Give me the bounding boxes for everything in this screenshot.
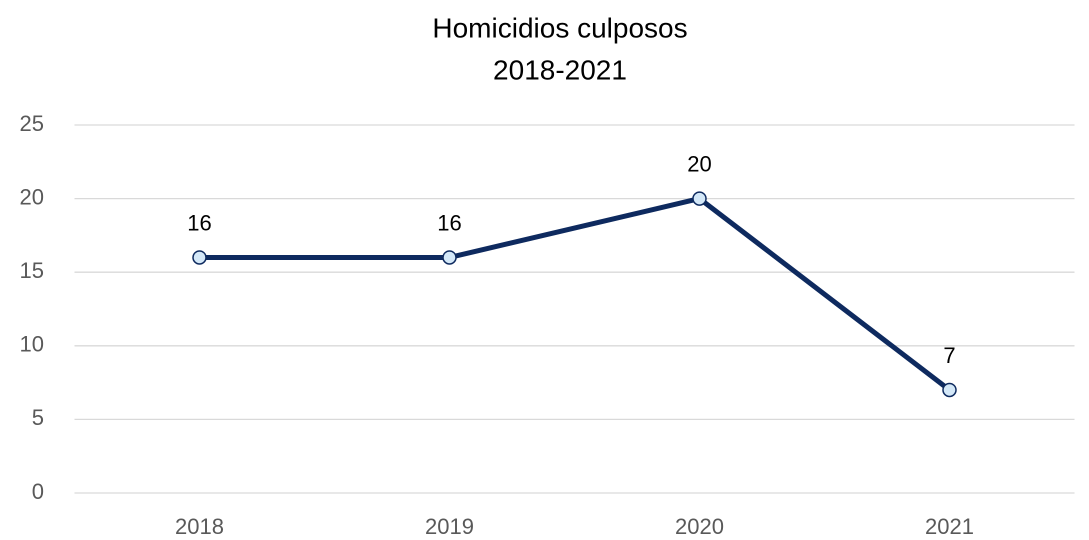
y-tick-label: 5 [32, 405, 44, 430]
marker [942, 382, 957, 398]
y-tick-label: 10 [20, 332, 44, 357]
marker [192, 250, 207, 265]
x-tick-label: 2021 [925, 514, 974, 539]
y-tick-label: 25 [20, 111, 44, 136]
chart-title: Homicidios culposos [432, 12, 687, 43]
y-tick-label: 20 [20, 184, 44, 209]
data-label: 16 [437, 210, 461, 235]
data-label: 7 [943, 343, 955, 368]
y-tick-label: 15 [20, 258, 44, 283]
y-tick-label: 0 [32, 479, 44, 504]
chart-subtitle: 2018-2021 [493, 54, 627, 85]
line [199, 196, 952, 392]
marker [442, 250, 457, 265]
marker [692, 191, 707, 206]
data-label: 16 [187, 210, 211, 235]
x-tick-label: 2020 [675, 514, 724, 539]
x-tick-label: 2019 [425, 514, 474, 539]
x-tick-label: 2018 [175, 514, 224, 539]
data-label: 20 [687, 151, 711, 176]
